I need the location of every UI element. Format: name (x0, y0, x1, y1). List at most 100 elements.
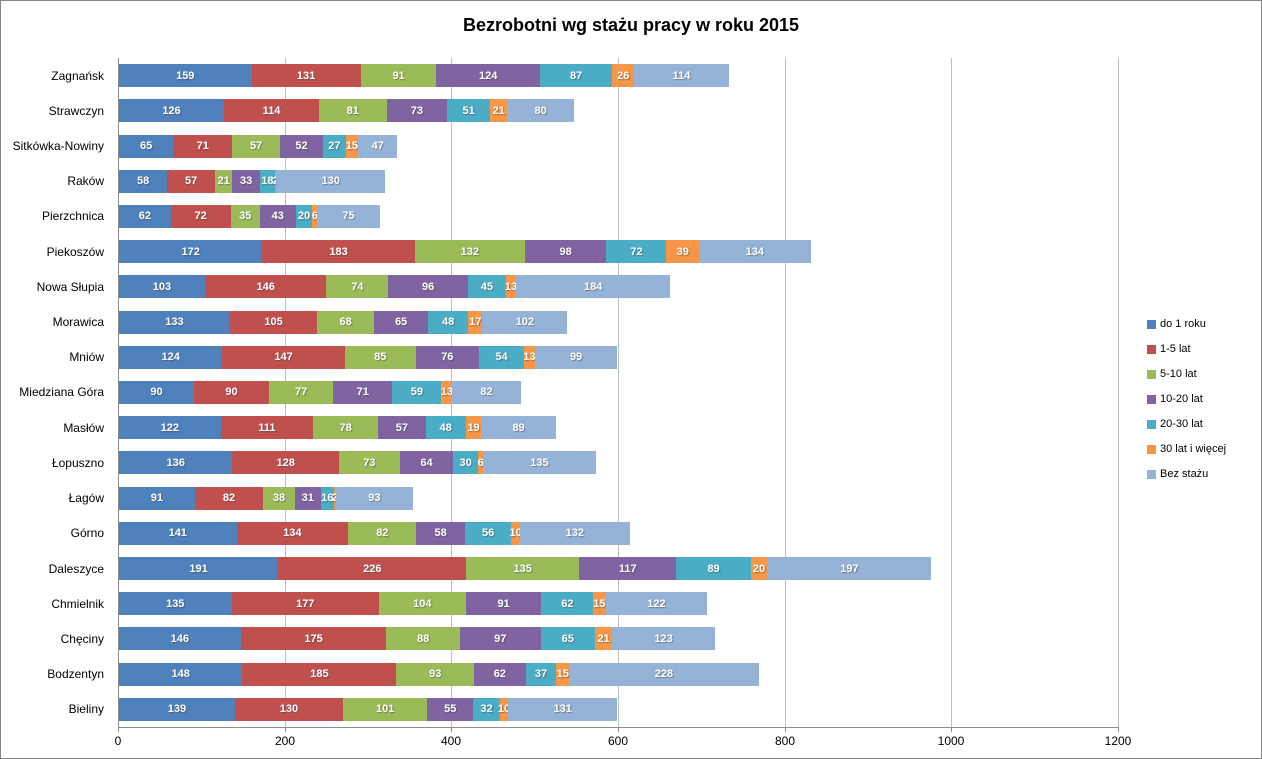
bar-segment: 72 (170, 204, 231, 228)
bar-segment: 82 (194, 486, 264, 510)
bar-stack: 141 134 82 58 56 10 132 (119, 521, 630, 545)
bar-value-label: 148 (171, 668, 190, 681)
bar-value-label: 10 (497, 703, 511, 716)
bar-segment: 104 (379, 592, 466, 616)
bar-value-label: 58 (137, 175, 150, 188)
bar-row: 124 147 85 76 54 13 99 (119, 340, 1119, 375)
bar-value-label: 54 (495, 351, 508, 364)
bar-segment: 72 (606, 240, 667, 264)
x-tick-label: 600 (607, 734, 629, 748)
bar-value-label: 43 (271, 210, 284, 223)
bar-segment: 43 (259, 204, 296, 228)
category-label: Łagów (68, 491, 104, 506)
bar-value-label: 175 (304, 632, 323, 645)
category-label: Sitkówka-Nowiny (12, 139, 104, 153)
bar-segment: 82 (348, 521, 417, 545)
bar-value-label: 81 (346, 104, 359, 117)
legend-item: 5-10 lat (1147, 368, 1226, 380)
bar-segment: 77 (269, 380, 334, 404)
bar-stack: 65 71 57 52 27 15 47 (119, 134, 398, 158)
legend-swatch-icon (1147, 444, 1156, 454)
bar-row: 65 71 57 52 27 15 47 (119, 128, 1119, 163)
bar-segment: 147 (222, 345, 345, 369)
bar-row: 159 131 91 124 87 26 114 (119, 58, 1119, 93)
legend-label: 10-20 lat (1160, 393, 1203, 405)
bar-segment: 146 (204, 275, 327, 299)
bar-segment: 39 (666, 240, 699, 264)
bar-value-label: 62 (561, 597, 574, 610)
bar-value-label: 130 (321, 175, 340, 188)
bar-value-label: 6 (311, 210, 318, 223)
bar-value-label: 85 (374, 351, 387, 364)
bar-segment: 10 (510, 521, 522, 545)
bar-value-label: 55 (444, 703, 457, 716)
bar-segment: 21 (594, 627, 613, 651)
bar-segment: 57 (167, 169, 215, 193)
bar-segment: 56 (464, 521, 512, 545)
bar-segment: 90 (119, 380, 194, 404)
legend-label: Bez stażu (1160, 468, 1209, 480)
bar-value-label: 71 (356, 386, 369, 399)
bar-value-label: 135 (166, 597, 185, 610)
bar-segment: 65 (373, 310, 429, 334)
bar-segment: 141 (119, 521, 237, 545)
bar-segment: 2 (332, 486, 338, 510)
category-label: Raków (67, 174, 104, 189)
bar-value-label: 104 (413, 597, 432, 610)
bar-segment: 96 (388, 275, 469, 299)
bar-value-label: 77 (294, 386, 308, 399)
bar-value-label: 135 (513, 562, 532, 575)
bar-value-label: 123 (654, 632, 673, 645)
bar-segment: 20 (295, 204, 313, 228)
category-label: Chmielnik (51, 596, 104, 611)
bar-stack: 139 130 101 55 32 10 131 (119, 697, 618, 721)
bar-value-label: 47 (371, 140, 384, 152)
category-label: Zagnańsk (51, 68, 104, 83)
bar-value-label: 65 (139, 140, 153, 152)
bar-value-label: 114 (672, 69, 691, 82)
category-label: Pierzchnica (41, 209, 104, 224)
bar-value-label: 65 (561, 632, 574, 645)
bar-value-label: 64 (420, 456, 433, 469)
legend-swatch-icon (1147, 344, 1156, 354)
bar-value-label: 71 (196, 140, 209, 152)
bar-segment: 126 (119, 99, 224, 123)
bar-row: 58 57 21 33 182 130 (119, 164, 1119, 199)
bar-value-label: 91 (150, 492, 164, 505)
bar-value-label: 13 (504, 280, 518, 293)
bar-segment: 26 (612, 64, 634, 88)
bar-value-label: 73 (410, 104, 424, 117)
bar-stack: 159 131 91 124 87 26 114 (119, 64, 729, 88)
bar-value-label: 101 (376, 703, 395, 716)
bar-row: 148 185 93 62 37 15 228 (119, 657, 1119, 692)
bar-value-label: 128 (276, 456, 295, 469)
bar-stack: 58 57 21 33 182 130 (119, 169, 385, 193)
bar-segment: 89 (481, 416, 556, 440)
bar-segment: 131 (508, 697, 618, 721)
bar-value-label: 135 (530, 456, 549, 469)
gridline (618, 58, 619, 727)
legend: do 1 roku 1-5 lat 5-10 lat 10-20 lat 20-30 l… (1147, 318, 1226, 493)
bar-segment: 91 (360, 64, 437, 88)
bar-segment: 48 (428, 310, 469, 334)
legend-swatch-icon (1147, 369, 1156, 379)
bar-segment: 30 (453, 451, 479, 475)
bar-segment: 19 (465, 416, 482, 440)
bar-segment: 59 (392, 380, 442, 404)
bar-value-label: 88 (417, 632, 430, 645)
bar-value-label: 2 (273, 175, 279, 187)
bar-value-label: 93 (429, 668, 442, 681)
bar-value-label: 146 (170, 632, 190, 645)
bar-row: 62 72 35 43 20 6 75 (119, 199, 1119, 234)
bar-segment: 71 (333, 380, 393, 404)
bar-segment: 114 (224, 99, 319, 123)
bar-value-label: 126 (162, 104, 181, 117)
bar-stack: 136 128 73 64 30 6 135 (119, 451, 596, 475)
bar-segment: 20 (750, 557, 768, 581)
bar-segment: 15 (345, 134, 359, 158)
bar-value-label: 89 (707, 562, 720, 575)
bar-value-label: 2 (332, 492, 338, 504)
bar-value-label: 103 (152, 280, 172, 293)
bar-segment: 54 (478, 345, 524, 369)
